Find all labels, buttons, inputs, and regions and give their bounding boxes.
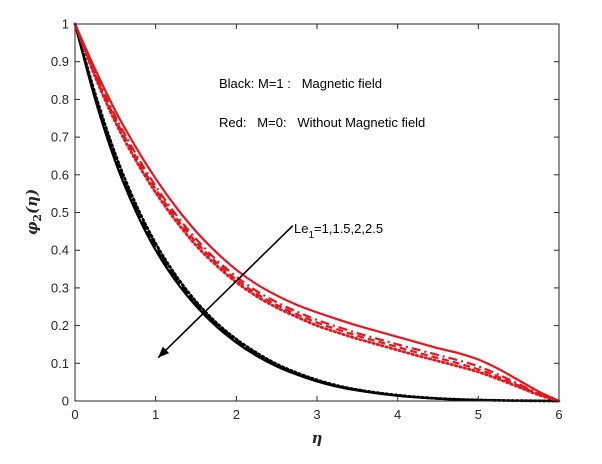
x-tick-label: 2: [233, 407, 240, 422]
y-tick-label: 0.4: [51, 243, 69, 258]
legend-note-red: Red: M=0: Without Magnetic field: [219, 115, 425, 130]
legend-note-black: Black: M=1 : Magnetic field: [219, 76, 382, 91]
y-axis-label-subscript: 2: [31, 214, 44, 222]
y-axis-label-symbol: φ: [23, 221, 41, 235]
x-tick-label: 5: [475, 407, 482, 422]
y-tick-label: 0.1: [51, 356, 69, 371]
x-axis-label: η: [312, 429, 323, 447]
series-line-red-dashed: [73, 23, 560, 403]
trend-arrow-head: [158, 346, 170, 358]
series-line-red-solid: [73, 23, 560, 402]
y-tick-label: 0.6: [51, 167, 69, 182]
parameter-label-subscript: 1: [308, 230, 314, 241]
y-tick-label: 1: [62, 17, 69, 32]
y-tick-label: 0.5: [51, 205, 69, 220]
x-tick-label: 4: [394, 407, 401, 422]
x-tick-label: 3: [313, 407, 320, 422]
series-line-red-dotted: [73, 22, 561, 403]
axis-ticks: 0 1 2 3 4 5 6 0 0.1 0.2 0.3 0.4 0.5 0.6 0.7 0.8 0.9 1: [51, 17, 563, 423]
y-tick-label: 0.7: [51, 130, 69, 145]
y-tick-label: 0.9: [51, 54, 69, 69]
trend-arrow-shaft: [157, 225, 294, 359]
y-axis-label: φ2(η): [23, 189, 44, 235]
parameter-label: Le1=1,1.5,2,2.5: [294, 221, 383, 241]
y-tick-label: 0.8: [51, 92, 69, 107]
trend-arrow: [157, 225, 294, 359]
x-tick-label: 0: [71, 407, 78, 422]
parameter-label-values: =1,1.5,2,2.5: [314, 221, 383, 236]
parameter-label-prefix: Le: [294, 221, 308, 236]
y-tick-label: 0.3: [51, 280, 69, 295]
y-axis-label-argument: (η): [23, 189, 41, 214]
y-tick-label: 0: [62, 394, 69, 409]
x-tick-label: 1: [152, 407, 159, 422]
x-tick-label: 6: [555, 407, 562, 422]
y-tick-label: 0.2: [51, 318, 69, 333]
